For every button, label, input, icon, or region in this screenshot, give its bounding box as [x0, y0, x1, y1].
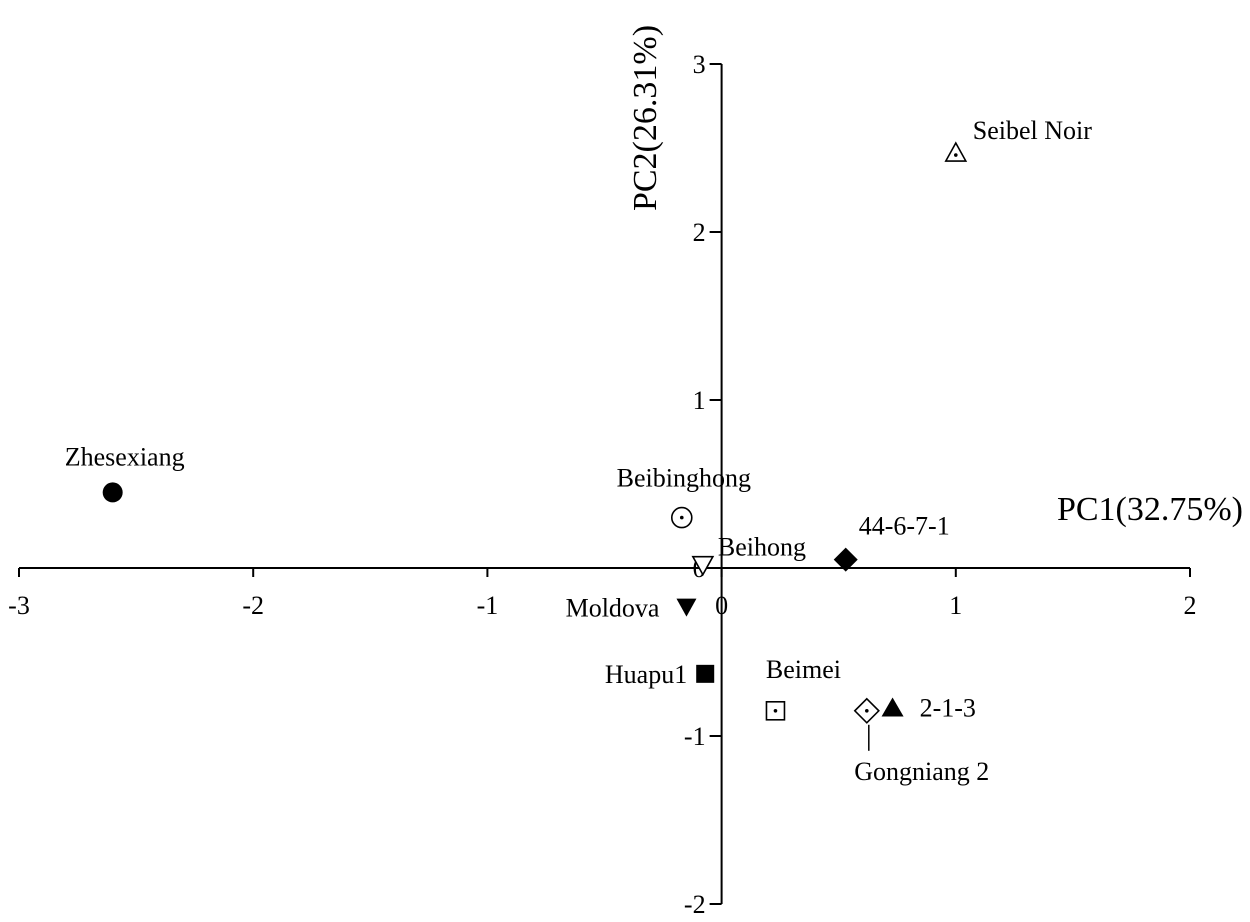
y-tick-label: 3 — [693, 50, 706, 79]
point-label: Beimei — [766, 655, 841, 684]
data-point-filled-square — [696, 664, 715, 683]
data-point-filled-up-triangle — [881, 697, 904, 717]
y-tick-label: -2 — [684, 890, 706, 919]
data-point-filled-circle — [102, 482, 123, 503]
x-tick-label: -2 — [242, 591, 264, 620]
x-tick-label: 1 — [949, 591, 962, 620]
x-tick-label: -1 — [477, 591, 499, 620]
data-point-dotted-diamond — [853, 697, 880, 724]
point-label: 44-6-7-1 — [859, 512, 950, 541]
data-points — [102, 141, 968, 724]
x-tick-label: 2 — [1184, 591, 1197, 620]
x-axis-title: PC1(32.75%) — [1057, 491, 1243, 528]
point-label: Beihong — [718, 533, 806, 562]
data-point-dotted-square — [765, 700, 786, 721]
x-tick-label: 0 — [715, 591, 728, 620]
point-labels: Zhesexiang Beibinghong Beihong 44-6-7-1 Mold… — [65, 116, 1093, 786]
point-label: Zhesexiang — [65, 442, 185, 471]
point-label: Seibel Noir — [973, 116, 1092, 145]
data-point-filled-diamond — [833, 547, 858, 572]
data-point-dotted-up-triangle — [944, 141, 968, 162]
y-tick-label: 2 — [693, 218, 706, 247]
y-axis-title: PC2(26.31%) — [627, 25, 664, 211]
point-label: Beibinghong — [617, 464, 751, 493]
point-label: Huapu1 — [605, 660, 687, 689]
axes — [19, 64, 1190, 904]
point-label: Gongniang 2 — [854, 757, 989, 786]
point-label: 2-1-3 — [920, 693, 976, 722]
data-point-filled-down-triangle — [676, 598, 697, 617]
y-tick-label: 1 — [693, 386, 706, 415]
data-point-dotted-circle — [670, 506, 693, 529]
point-label: Moldova — [566, 594, 660, 623]
data-point-open-down-triangle — [691, 555, 715, 577]
y-tick-label: -1 — [684, 722, 706, 751]
x-tick-label: -3 — [8, 591, 30, 620]
